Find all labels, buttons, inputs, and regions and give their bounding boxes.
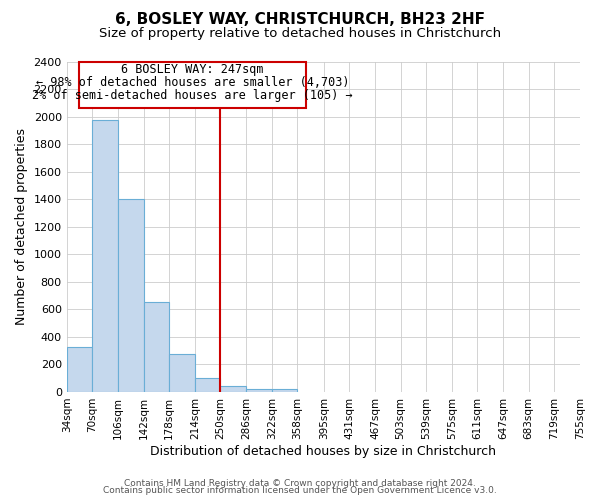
Text: 6, BOSLEY WAY, CHRISTCHURCH, BH23 2HF: 6, BOSLEY WAY, CHRISTCHURCH, BH23 2HF xyxy=(115,12,485,28)
X-axis label: Distribution of detached houses by size in Christchurch: Distribution of detached houses by size … xyxy=(151,444,496,458)
Text: ← 98% of detached houses are smaller (4,703): ← 98% of detached houses are smaller (4,… xyxy=(36,76,349,89)
Bar xyxy=(67,347,92,392)
Bar xyxy=(143,302,169,392)
Y-axis label: Number of detached properties: Number of detached properties xyxy=(15,128,28,325)
Text: Contains HM Land Registry data © Crown copyright and database right 2024.: Contains HM Land Registry data © Crown c… xyxy=(124,478,476,488)
Bar xyxy=(79,62,306,108)
Text: 6 BOSLEY WAY: 247sqm: 6 BOSLEY WAY: 247sqm xyxy=(121,62,264,76)
Bar xyxy=(169,354,195,392)
Bar xyxy=(118,199,143,392)
Bar xyxy=(272,389,298,392)
Text: Size of property relative to detached houses in Christchurch: Size of property relative to detached ho… xyxy=(99,28,501,40)
Bar xyxy=(92,120,118,392)
Bar xyxy=(195,378,220,392)
Text: Contains public sector information licensed under the Open Government Licence v3: Contains public sector information licen… xyxy=(103,486,497,495)
Bar xyxy=(220,386,246,392)
Text: 2% of semi-detached houses are larger (105) →: 2% of semi-detached houses are larger (1… xyxy=(32,88,353,102)
Bar xyxy=(246,388,272,392)
